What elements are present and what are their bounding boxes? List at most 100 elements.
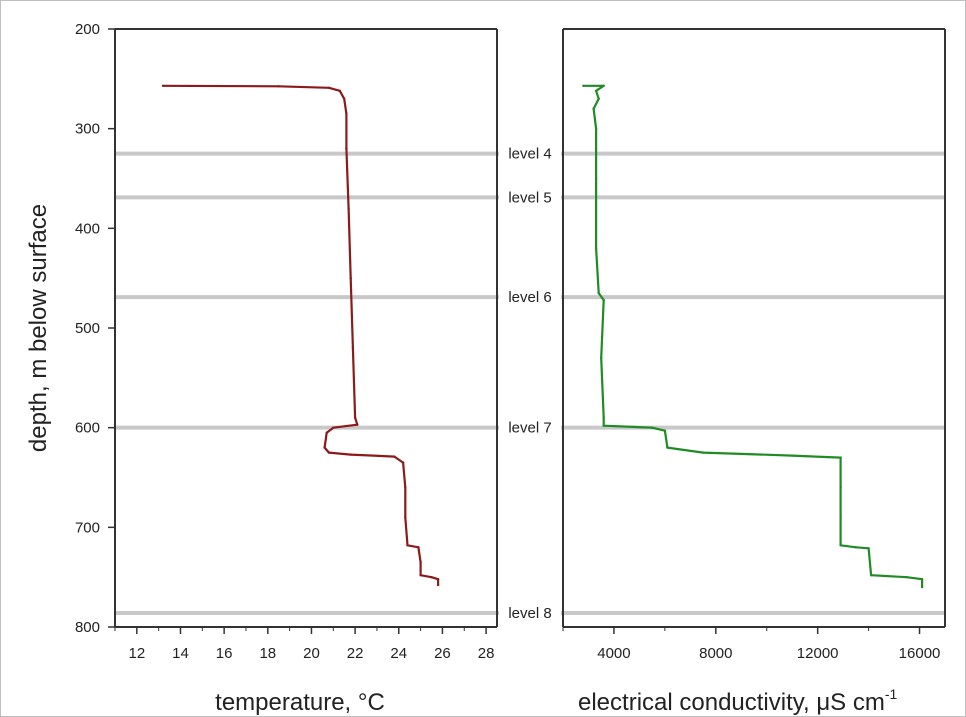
conductivity-point xyxy=(594,177,598,180)
level-label-background xyxy=(499,604,561,623)
depth-axis-title: depth, m below surface xyxy=(25,204,52,452)
temperature-panel: 200 300 400 500 600 700 800 12 14 16 18 20 22 24 26 28 xyxy=(75,21,498,662)
level-label-background xyxy=(499,418,561,437)
level-label-background xyxy=(499,188,561,207)
temperature-tick-label: 28 xyxy=(478,645,495,662)
conductivity-point xyxy=(701,451,705,454)
conductivity-axis-title: electrical conductivity, μS cm-1 xyxy=(578,686,897,716)
level-label: level 4 xyxy=(508,146,551,163)
conductivity-point xyxy=(839,456,842,459)
depth-axis-ticks: 200 300 400 500 600 700 800 xyxy=(75,21,115,636)
conductivity-point xyxy=(839,486,842,489)
conductivity-point xyxy=(602,424,605,427)
temperature-point xyxy=(404,516,407,519)
depth-tick-label: 300 xyxy=(75,121,100,138)
temperature-point xyxy=(277,85,280,88)
temperature-axis-ticks: 12 14 16 18 20 22 24 26 28 xyxy=(114,627,495,662)
level-label: level 6 xyxy=(508,289,551,306)
temperature-point xyxy=(419,561,422,564)
conductivity-point xyxy=(602,84,605,88)
conductivity-point xyxy=(650,426,654,429)
conductivity-point xyxy=(597,97,600,101)
conductivity-point xyxy=(867,547,870,550)
temperature-line xyxy=(162,84,440,586)
depth-tick-label: 200 xyxy=(75,21,100,38)
temperature-point xyxy=(436,583,440,587)
conductivity-point xyxy=(854,546,858,549)
temperature-point xyxy=(353,416,357,419)
temperature-tick-label: 16 xyxy=(216,645,233,662)
temperature-point xyxy=(161,84,165,88)
level-label: level 5 xyxy=(508,189,551,206)
temperature-point xyxy=(332,426,335,429)
conductivity-axis-title-main: electrical conductivity, μS cm xyxy=(578,689,885,716)
depth-tick-label: 600 xyxy=(75,420,100,437)
conductivity-point xyxy=(602,416,605,419)
temperature-tick-label: 26 xyxy=(434,645,451,662)
temperature-point xyxy=(347,207,350,210)
level-label-background xyxy=(499,144,561,163)
temperature-axis-title: temperature, °C xyxy=(215,689,385,716)
conductivity-point xyxy=(839,544,842,547)
temperature-tick-label: 22 xyxy=(347,645,364,662)
conductivity-point xyxy=(869,574,873,577)
temperature-point xyxy=(325,431,328,434)
temperature-point xyxy=(401,461,405,464)
temperature-point xyxy=(349,453,352,456)
temperature-tick-label: 18 xyxy=(259,645,276,662)
temperature-point xyxy=(404,486,407,489)
conductivity-point xyxy=(594,247,598,250)
conductivity-point xyxy=(920,585,924,589)
conductivity-point xyxy=(600,356,603,360)
temperature-tick-label: 24 xyxy=(390,645,407,662)
conductivity-point xyxy=(663,429,667,432)
temperature-point xyxy=(327,86,331,90)
temperature-point xyxy=(419,574,422,577)
level-labels: level 4 level 5 level 6 level 7 level 8 xyxy=(499,144,561,623)
conductivity-point xyxy=(839,516,842,519)
temperature-point xyxy=(345,147,348,150)
conductivity-axis-title-superscript: -1 xyxy=(885,686,898,702)
level-label: level 8 xyxy=(508,605,551,622)
temperature-point xyxy=(436,578,440,581)
conductivity-line xyxy=(583,84,924,588)
conductivity-tick-label: 12000 xyxy=(797,645,839,662)
conductivity-point xyxy=(905,576,908,579)
temperature-point xyxy=(356,423,359,426)
conductivity-point xyxy=(597,291,600,295)
temperature-point xyxy=(393,455,396,458)
conductivity-series xyxy=(582,84,924,589)
level-label: level 7 xyxy=(508,420,551,437)
conductivity-tick-label: 4000 xyxy=(597,645,630,662)
conductivity-panel: 4000 8000 12000 16000 xyxy=(562,28,946,662)
conductivity-point xyxy=(594,127,598,130)
conductivity-axis-ticks: 4000 8000 12000 16000 xyxy=(562,627,941,662)
conductivity-point xyxy=(582,84,585,88)
conductivity-point xyxy=(666,446,669,449)
temperature-point xyxy=(430,576,433,579)
temperature-point xyxy=(417,546,420,549)
conductivity-tick-label: 16000 xyxy=(899,645,941,662)
depth-tick-label: 800 xyxy=(75,619,100,636)
conductivity-point xyxy=(592,107,595,110)
temperature-tick-label: 20 xyxy=(303,645,320,662)
temperature-point xyxy=(343,97,346,101)
level-label-background xyxy=(499,288,561,307)
level-lines xyxy=(115,151,945,616)
temperature-point xyxy=(349,277,352,280)
temperature-point xyxy=(406,544,409,547)
temperature-point xyxy=(345,112,348,115)
conductivity-point xyxy=(602,298,605,302)
depth-tick-label: 400 xyxy=(75,220,100,237)
depth-tick-label: 500 xyxy=(75,320,100,337)
temperature-tick-label: 12 xyxy=(128,645,145,662)
temperature-point xyxy=(327,451,331,454)
conductivity-point xyxy=(920,578,924,581)
conductivity-point xyxy=(791,454,794,457)
temperature-series xyxy=(161,84,440,587)
temperature-point xyxy=(351,346,355,350)
temperature-point xyxy=(338,89,341,93)
temperature-point xyxy=(323,446,326,449)
